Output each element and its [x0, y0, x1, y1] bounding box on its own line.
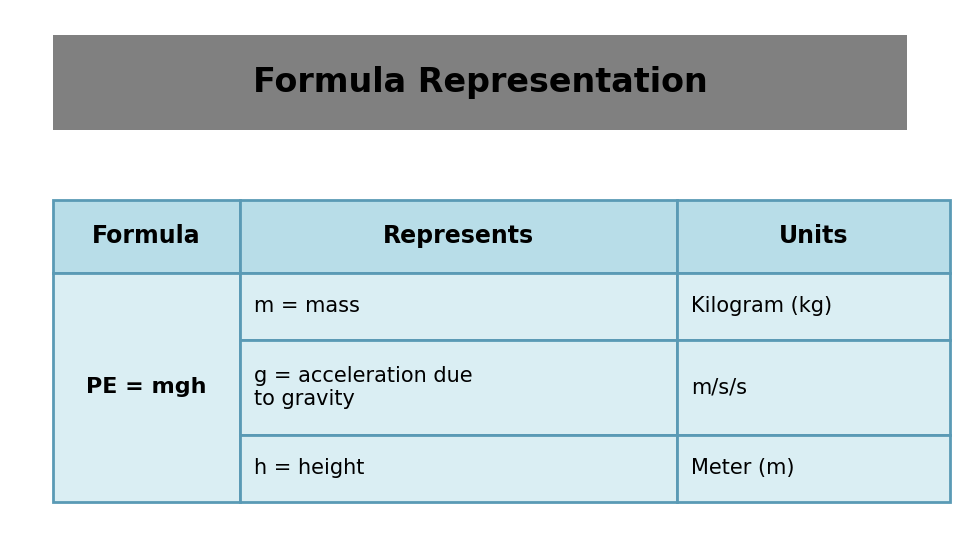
Text: Meter (m): Meter (m) — [691, 458, 795, 478]
Text: Kilogram (kg): Kilogram (kg) — [691, 296, 832, 316]
Text: m = mass: m = mass — [254, 296, 360, 316]
Text: Formula Representation: Formula Representation — [252, 66, 708, 99]
Text: g = acceleration due
to gravity: g = acceleration due to gravity — [254, 366, 473, 409]
Text: h = height: h = height — [254, 458, 365, 478]
Text: Represents: Represents — [383, 224, 534, 248]
Text: m/s/s: m/s/s — [691, 377, 747, 397]
Text: Units: Units — [779, 224, 849, 248]
Text: PE = mgh: PE = mgh — [86, 377, 206, 397]
Text: Formula: Formula — [92, 224, 201, 248]
